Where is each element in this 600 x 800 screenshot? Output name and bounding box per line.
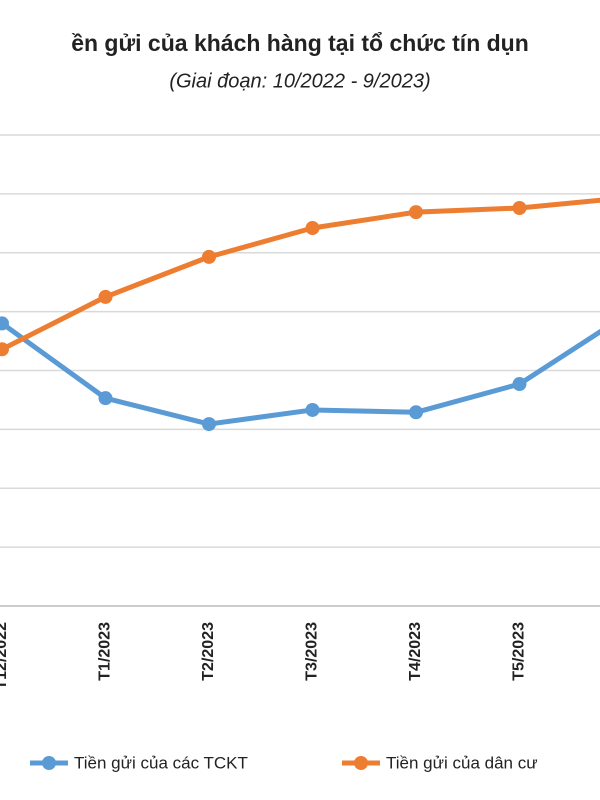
legend-marker bbox=[42, 756, 56, 770]
legend-label: Tiền gửi của dân cư bbox=[386, 753, 538, 772]
x-tick-label: T12/2022 bbox=[0, 622, 10, 690]
point bbox=[202, 249, 216, 264]
point bbox=[98, 391, 113, 406]
chart-subtitle: (Giai đoạn: 10/2022 - 9/2023) bbox=[169, 70, 430, 92]
x-tick-label: T5/2023 bbox=[511, 622, 528, 681]
x-tick-label: T4/2023 bbox=[407, 622, 424, 681]
point bbox=[305, 221, 320, 236]
point bbox=[409, 205, 423, 220]
point bbox=[0, 342, 9, 357]
point bbox=[512, 201, 527, 216]
x-tick-label: T3/2023 bbox=[304, 622, 321, 681]
point bbox=[305, 402, 320, 417]
x-tick-label: T2/2023 bbox=[200, 622, 217, 681]
point bbox=[98, 289, 113, 304]
legend-marker bbox=[354, 756, 368, 770]
point bbox=[202, 417, 216, 432]
point bbox=[512, 377, 527, 392]
series-line bbox=[0, 197, 600, 352]
x-tick-label: T1/2023 bbox=[97, 622, 114, 681]
chart-title: ền gửi của khách hàng tại tổ chức tín dụ… bbox=[71, 30, 529, 56]
point bbox=[0, 316, 9, 331]
point bbox=[409, 405, 423, 420]
legend-label: Tiền gửi của các TCKT bbox=[74, 753, 248, 772]
